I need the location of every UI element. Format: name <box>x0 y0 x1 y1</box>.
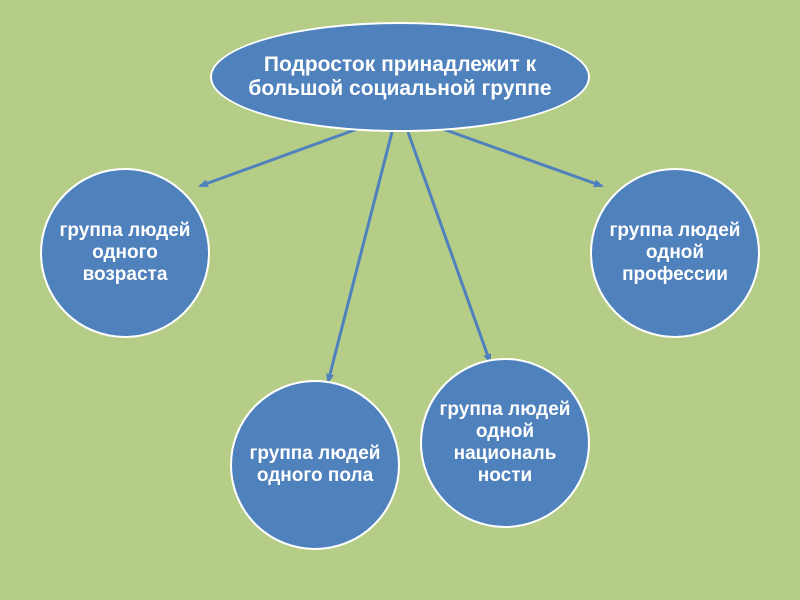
root-label: Подросток принадлежит к большой социальн… <box>226 53 574 101</box>
child-label: группа людей одного возраста <box>56 220 194 286</box>
child-node-nationality: группа людей одной националь ности <box>420 358 590 528</box>
root-node: Подросток принадлежит к большой социальн… <box>210 22 590 132</box>
diagram-canvas: Подросток принадлежит к большой социальн… <box>0 0 800 600</box>
child-node-age: группа людей одного возраста <box>40 168 210 338</box>
child-node-gender: группа людей одного пола <box>230 380 400 550</box>
child-label: группа людей одной профессии <box>606 220 744 286</box>
child-label: группа людей одного пола <box>246 443 384 487</box>
child-label: группа людей одной националь ности <box>436 399 574 486</box>
child-node-profession: группа людей одной профессии <box>590 168 760 338</box>
